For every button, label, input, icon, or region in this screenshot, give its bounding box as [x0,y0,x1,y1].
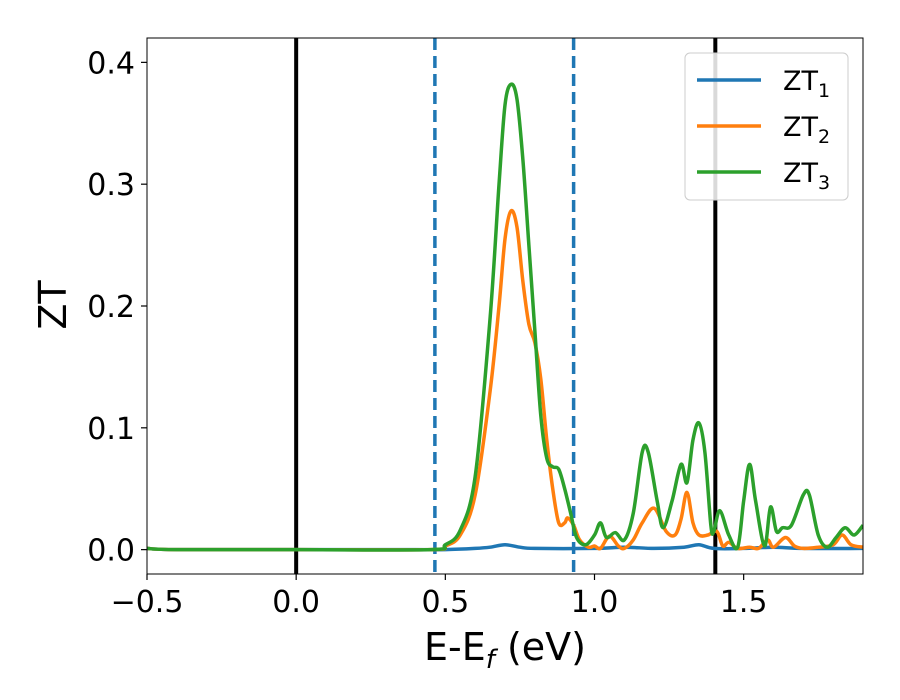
legend-box [684,52,849,201]
x-tick-label: 1.5 [720,585,768,620]
y-tick-label: 0.2 [87,290,135,325]
legend: ZT1 ZT2 ZT3 [684,52,849,201]
x-axis-label-base: E-E [424,625,486,669]
y-tick-label: 0.1 [87,412,135,447]
y-axis-label: ZT [31,280,75,330]
x-ticks: −0.5 0.0 0.5 1.0 1.5 [111,574,768,620]
x-axis-label: E-Ef (eV) [424,625,586,675]
x-tick-label: −0.5 [111,585,184,620]
y-tick-label: 0.0 [87,534,135,569]
legend-label-zt1: ZT1 [783,66,830,102]
series-line-zt3 [147,82,863,552]
x-tick-label: 1.0 [571,585,619,620]
y-tick-label: 0.4 [87,46,135,81]
series-lines [147,82,863,552]
x-tick-label: 0.5 [421,585,469,620]
y-ticks: 0.0 0.1 0.2 0.3 0.4 [87,46,147,569]
x-tick-label: 0.0 [272,585,320,620]
legend-label-zt2: ZT2 [783,112,830,148]
legend-label-zt3: ZT3 [783,158,830,194]
vertical-markers [294,38,718,574]
x-axis-label-suffix: (eV) [495,625,586,669]
y-tick-label: 0.3 [87,168,135,203]
